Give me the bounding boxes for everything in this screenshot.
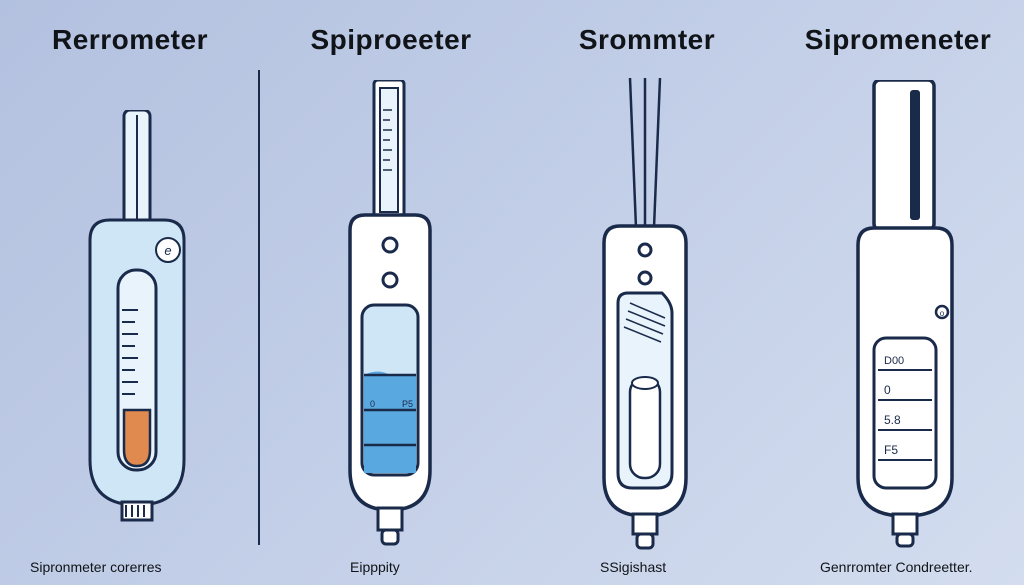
panel-title: Srommter xyxy=(522,24,772,56)
readout-label: F5 xyxy=(884,443,898,457)
panel-caption: Eipppity xyxy=(350,559,400,575)
svg-text:o: o xyxy=(940,309,945,318)
readout-label: D00 xyxy=(884,355,904,367)
svg-text:0: 0 xyxy=(370,399,375,409)
panel-caption: Genrromter Condreetter. xyxy=(820,559,973,575)
device-sipromeneter: o D00 0 5.8 F5 xyxy=(830,80,980,550)
panel-title: Spiproeeter xyxy=(260,24,522,56)
panel-divider xyxy=(258,70,260,545)
readout-label: 5.8 xyxy=(884,413,901,427)
svg-text:P5: P5 xyxy=(402,399,413,409)
marker-label: e xyxy=(164,243,171,258)
device-srommter xyxy=(570,78,720,553)
panel-title: Sipromeneter xyxy=(772,24,1024,56)
device-rerrometer: e xyxy=(50,110,220,530)
readout-label: 0 xyxy=(884,383,891,397)
panel-caption: Sipronmeter corerres xyxy=(30,559,162,575)
panel-title: Rerrometer xyxy=(0,24,260,56)
infographic-canvas: Rerrometer Spiproeeter Srommter Sipromen… xyxy=(0,0,1024,585)
device-spiproeeter: 0 P5 xyxy=(320,80,460,550)
panel-caption: SSigishast xyxy=(600,559,666,575)
